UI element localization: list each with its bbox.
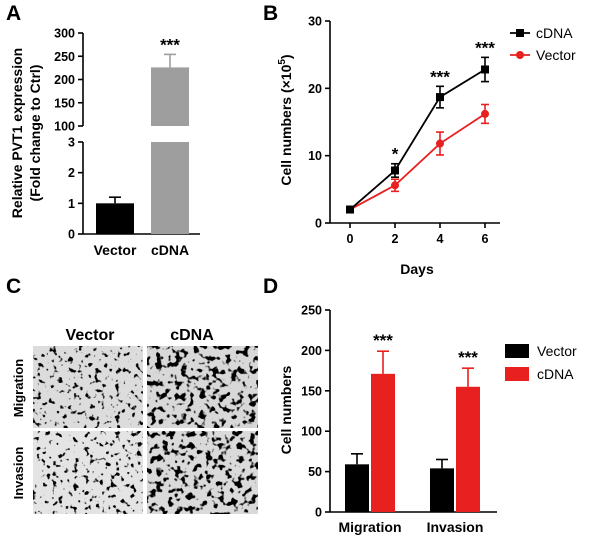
significance-marker: *** xyxy=(458,348,478,367)
bar-migration-vector xyxy=(345,464,369,512)
data-point-vector xyxy=(391,181,399,190)
panel-a-ytick-label: 150 xyxy=(54,96,75,110)
panel-a-ytick-label: 200 xyxy=(54,73,75,87)
legend-label-cdna: cDNA xyxy=(536,25,573,41)
data-point-cdna xyxy=(481,65,489,74)
panel-c-col-cdna: cDNA xyxy=(170,327,214,344)
bar-migration-cdna xyxy=(371,373,395,512)
chart-panel-a: Relative PVT1 expression (Fold change to… xyxy=(9,27,200,258)
legend-swatch-cdna xyxy=(505,367,529,381)
panel-a-xtick-label: cDNA xyxy=(151,242,189,258)
panel-b-ytick-label: 0 xyxy=(315,217,322,231)
panel-a-ytick-label: 3 xyxy=(68,136,75,150)
panel-b-ylabel-end: ) xyxy=(278,54,294,59)
legend-marker-cdna xyxy=(516,29,524,37)
legend-label-cdna: cDNA xyxy=(537,366,574,382)
panel-a-ytick-label: 1 xyxy=(68,197,75,211)
legend-label-vector: Vector xyxy=(536,47,576,63)
panel-d-ytick-label: 0 xyxy=(315,506,322,520)
panel-a-ytick-label: 250 xyxy=(54,50,75,64)
bar-cdna-upper xyxy=(151,67,189,126)
panel-b-xtick-label: 6 xyxy=(482,232,489,246)
panel-b-ylabel-sup: 5 xyxy=(277,59,288,65)
panel-label-d: D xyxy=(263,275,278,298)
panel-a-ytick-label: 100 xyxy=(54,120,75,134)
chart-panel-d: Cell numbers 0 50 100 150 200 250 Migration Inv… xyxy=(278,304,577,536)
panel-b-xtick-label: 2 xyxy=(392,232,399,246)
panel-d-xtick-label: Invasion xyxy=(427,519,484,535)
panel-d-ytick-label: 100 xyxy=(301,425,322,439)
panel-b-ytick-label: 10 xyxy=(308,149,322,163)
significance-marker: * xyxy=(392,145,399,164)
panel-label-a: A xyxy=(6,2,21,25)
panel-d-ylabel: Cell numbers xyxy=(278,365,294,454)
significance-marker: *** xyxy=(430,67,450,86)
panel-c-col-vector: Vector xyxy=(66,327,115,344)
data-point-cdna xyxy=(391,166,399,175)
bar-invasion-vector xyxy=(430,468,454,512)
panel-b-ytick-label: 20 xyxy=(308,82,322,96)
legend-marker-vector xyxy=(516,51,524,59)
panel-d-ytick-label: 50 xyxy=(308,465,322,479)
legend-swatch-vector xyxy=(505,344,529,358)
significance-marker: *** xyxy=(160,35,180,54)
panel-d-ytick-label: 250 xyxy=(301,304,322,318)
bar-cdna-lower xyxy=(151,142,189,234)
micrograph-vector-migration xyxy=(33,346,143,428)
panel-b-ylabel-main: Cell numbers (×10 xyxy=(278,64,294,185)
panel-label-b: B xyxy=(263,2,278,25)
panel-a-xtick-label: Vector xyxy=(94,242,137,258)
bar-invasion-cdna xyxy=(456,386,480,512)
panel-d-xtick-label: Migration xyxy=(339,519,402,535)
panel-label-c: C xyxy=(6,275,21,298)
data-point-vector xyxy=(436,139,444,148)
series-line-vector xyxy=(349,113,486,211)
panel-c-row-migration: Migration xyxy=(11,359,26,418)
panel-b-xtick-label: 0 xyxy=(347,232,354,246)
micrograph-panel-c: Vector cDNA Migration Invasion xyxy=(11,327,258,514)
data-point-cdna xyxy=(346,205,354,214)
panel-d-ytick-label: 150 xyxy=(301,384,322,398)
significance-marker: *** xyxy=(373,331,393,350)
micrograph-cdna-invasion xyxy=(147,431,258,514)
bar-vector xyxy=(96,203,134,234)
panel-a-ytick-label: 0 xyxy=(68,228,75,242)
data-point-cdna xyxy=(436,93,444,102)
panel-b-xlabel: Days xyxy=(400,261,434,277)
panel-a-ylabel: Relative PVT1 expression xyxy=(9,48,25,218)
panel-c-row-invasion: Invasion xyxy=(11,447,26,500)
panel-b-ylabel: Cell numbers (×105) xyxy=(277,54,294,185)
series-line-cdna xyxy=(349,68,486,211)
panel-a-ylabel2: (Fold change to Ctrl) xyxy=(27,65,43,202)
legend-label-vector: Vector xyxy=(537,343,577,359)
panel-d-ytick-label: 200 xyxy=(301,344,322,358)
data-point-vector xyxy=(481,109,489,118)
panel-b-ytick-label: 30 xyxy=(308,15,322,29)
panel-a-ytick-label: 300 xyxy=(54,27,75,41)
panel-a-ytick-label: 2 xyxy=(68,166,75,180)
significance-marker: *** xyxy=(475,38,495,57)
micrograph-vector-invasion xyxy=(33,431,143,514)
micrograph-cdna-migration xyxy=(147,346,258,428)
panel-b-xtick-label: 4 xyxy=(437,232,444,246)
